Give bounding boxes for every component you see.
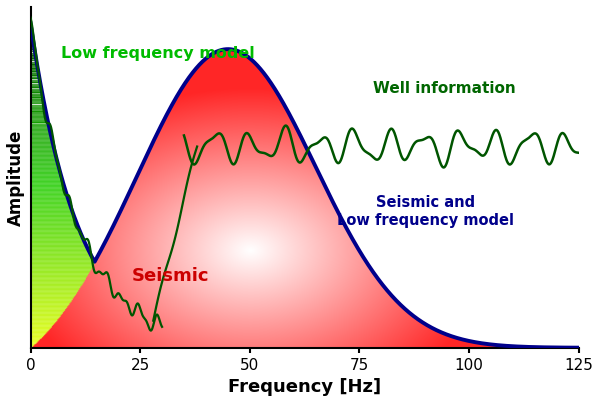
Y-axis label: Amplitude: Amplitude (7, 129, 25, 226)
Text: Seismic: Seismic (132, 267, 209, 285)
Text: Well information: Well information (373, 81, 515, 96)
Text: Seismic and
Low frequency model: Seismic and Low frequency model (337, 195, 514, 228)
X-axis label: Frequency [Hz]: Frequency [Hz] (228, 378, 381, 396)
Text: Low frequency model: Low frequency model (61, 46, 255, 61)
